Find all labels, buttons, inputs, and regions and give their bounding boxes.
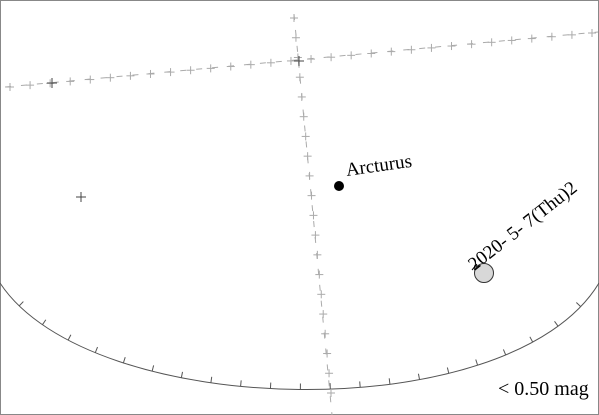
grid-cross	[325, 369, 334, 378]
horizon-tick	[388, 378, 391, 385]
grid-cross	[106, 73, 115, 82]
grid-cross	[309, 211, 318, 220]
grid-cross	[507, 36, 516, 45]
grid-cross	[347, 51, 356, 60]
grid-cross	[295, 73, 304, 82]
grid-cross	[166, 68, 175, 77]
grid-intersection-cross	[47, 78, 57, 88]
grid-cross	[206, 64, 215, 73]
grid-cross	[588, 29, 596, 37]
grid-cross	[313, 250, 322, 259]
grid-cross	[291, 33, 300, 42]
grid-cross	[290, 14, 298, 22]
grid-cross	[303, 152, 312, 161]
grid-cross	[321, 329, 330, 338]
grid-cross	[286, 56, 295, 65]
horizon-tick	[446, 367, 450, 374]
grid-cross	[26, 81, 35, 90]
horizon-tick	[240, 380, 242, 387]
grid-cross	[86, 75, 95, 84]
grid-cross	[186, 66, 195, 75]
horizon-tick	[42, 319, 47, 325]
grid-cross	[66, 77, 75, 86]
horizon-tick	[18, 301, 24, 307]
horizon-tick	[417, 373, 421, 380]
grid-cross	[126, 71, 135, 80]
grid-cross	[327, 53, 336, 62]
horizon-tick	[529, 336, 534, 343]
grid-cross	[226, 62, 235, 71]
grid-cross	[447, 42, 456, 51]
horizon-tick	[151, 365, 155, 372]
star-arcturus[interactable]	[334, 181, 344, 191]
grid-cross	[293, 53, 302, 62]
grid-cross	[387, 47, 396, 56]
horizon-tick	[554, 321, 559, 327]
grid-cross	[407, 45, 416, 54]
grid-cross	[307, 55, 316, 64]
grid-cross	[146, 69, 155, 78]
grid-intersection-cross	[76, 192, 86, 202]
grid-cross	[297, 92, 306, 101]
horizon-tick	[576, 302, 582, 307]
grid-cross	[6, 83, 14, 91]
grid-cross	[301, 132, 310, 141]
horizon-tick	[210, 376, 213, 383]
horizon-arc	[0, 282, 599, 390]
object-tick-marker	[471, 263, 480, 271]
declination-grid-line	[4, 31, 599, 88]
grid-cross	[266, 58, 275, 67]
grid-cross	[487, 38, 496, 47]
grid-cross	[246, 60, 255, 69]
grid-cross	[305, 171, 314, 180]
grid-crosses	[6, 14, 596, 397]
grid-cross	[319, 310, 328, 319]
grid-cross	[467, 40, 476, 49]
grid-cross	[367, 49, 376, 58]
grid-cross	[527, 34, 536, 43]
horizon-tick	[122, 357, 126, 364]
grid-cross	[567, 30, 576, 39]
grid-cross	[311, 231, 320, 240]
grid-cross	[317, 290, 326, 299]
grid-intersection-cross	[294, 56, 304, 66]
grid-cross	[299, 112, 308, 121]
horizon-ticks	[18, 301, 582, 390]
grid-cross	[427, 43, 436, 52]
horizon-tick	[475, 359, 479, 366]
horizon-tick	[67, 334, 72, 341]
object-marker[interactable]	[474, 263, 494, 283]
grid-cross	[547, 32, 556, 41]
grid-cross	[327, 389, 335, 397]
horizon-tick	[502, 349, 507, 356]
horizon-tick	[94, 346, 98, 353]
grid-cross	[323, 349, 332, 358]
magnitude-limit-label: < 0.50 mag	[498, 378, 589, 400]
grid-cross	[315, 270, 324, 279]
horizon-tick	[180, 371, 184, 378]
grid-cross	[307, 191, 316, 200]
